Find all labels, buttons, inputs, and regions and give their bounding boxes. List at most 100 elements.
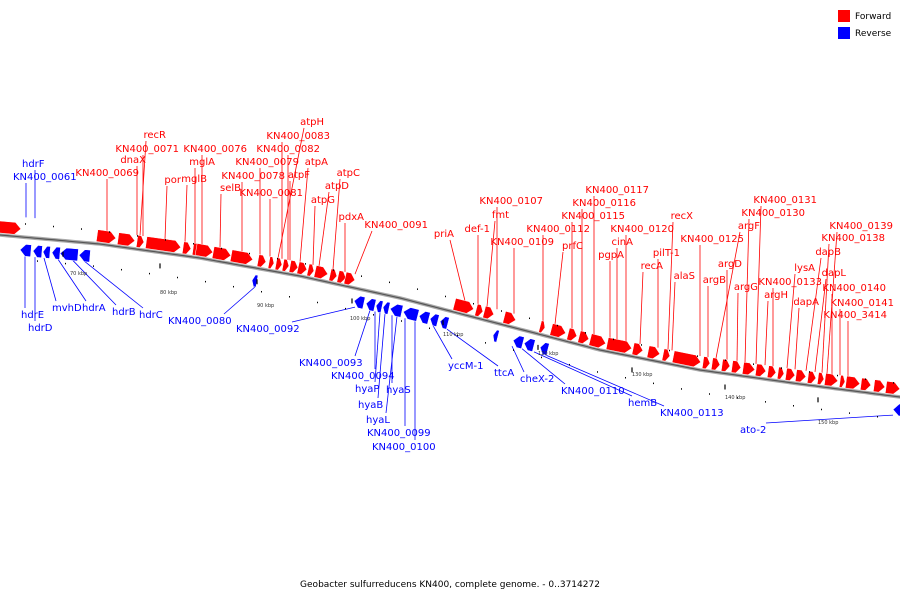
forward-gene-atph: atpH	[300, 117, 324, 128]
forward-gene-kn400-0138: KN400_0138	[821, 233, 885, 244]
minor-tick	[193, 243, 194, 245]
minor-tick	[137, 235, 138, 237]
forward-leader-line	[184, 184, 188, 242]
forward-gene-por: por	[164, 175, 181, 186]
reverse-gene-kn400-0092: KN400_0092	[236, 324, 300, 335]
minor-tick	[837, 374, 838, 377]
forward-gene-arrow	[549, 323, 567, 338]
forward-legend-label: Forward	[855, 12, 891, 22]
tick-label: 80 kbp	[160, 290, 177, 296]
forward-leader-line	[715, 231, 741, 359]
forward-leader-line	[821, 243, 830, 373]
forward-leader-line	[814, 278, 827, 372]
forward-gene-arrow	[135, 234, 145, 248]
forward-gene-kn400-0130: KN400_0130	[741, 208, 805, 219]
forward-gene-dapb: dapB	[815, 247, 841, 258]
minor-tick	[753, 363, 754, 365]
forward-gene-kn400-0083: KN400_0083	[266, 131, 330, 142]
reverse-gene-kn400-0093: KN400_0093	[299, 358, 363, 369]
tick-label: 70 kbp	[70, 271, 87, 277]
forward-gene-kn400-0107: KN400_0107	[479, 196, 543, 207]
forward-gene-atpg: atpG	[311, 195, 335, 206]
minor-tick	[725, 359, 726, 361]
minor-tick	[457, 334, 458, 337]
forward-gene-arrow	[95, 229, 117, 244]
minor-tick	[25, 223, 26, 225]
forward-gene-kn400-0076: KN400_0076	[183, 144, 247, 155]
minor-tick	[669, 349, 670, 352]
reverse-gene-arrow	[512, 335, 525, 350]
forward-gene-arrow	[274, 257, 283, 271]
minor-tick	[597, 371, 598, 373]
forward-gene-arrow	[701, 356, 711, 370]
reverse-gene-arrow	[19, 244, 32, 258]
reverse-leader-line	[84, 261, 144, 309]
reverse-legend-label: Reverse	[855, 29, 892, 39]
minor-tick	[809, 371, 810, 373]
forward-gene-arrow	[845, 375, 861, 390]
minor-tick	[849, 412, 850, 414]
forward-gene-arrow	[766, 365, 777, 379]
minor-tick	[109, 231, 110, 233]
reverse-gene-arrow	[382, 301, 391, 315]
minor-tick	[641, 344, 642, 346]
forward-leader-line	[639, 271, 644, 345]
forward-gene-arrow	[566, 327, 578, 341]
forward-gene-arrow	[605, 337, 633, 354]
forward-gene-arrow	[336, 270, 347, 284]
reverse-gene-kn400-0113: KN400_0113	[660, 408, 724, 419]
reverse-gene-chex-2: cheX-2	[520, 374, 554, 385]
reverse-leader-line	[432, 325, 453, 360]
tick-label: 90 kbp	[257, 303, 274, 309]
reverse-gene-arrow	[539, 342, 550, 356]
forward-gene-arrow	[885, 380, 900, 395]
forward-leader-line	[299, 167, 309, 263]
forward-leader-line	[164, 185, 168, 240]
minor-tick	[37, 260, 38, 262]
forward-leader-line	[794, 307, 800, 370]
genome-backbone	[0, 234, 900, 398]
forward-gene-fmt: fmt	[492, 210, 509, 221]
forward-gene-atpd: atpD	[325, 181, 349, 192]
minor-tick	[317, 301, 318, 304]
forward-gene-kn400-0082: KN400_0082	[256, 144, 320, 155]
forward-gene-kn400-0139: KN400_0139	[829, 221, 893, 232]
minor-tick	[305, 263, 306, 265]
forward-gene-arrow	[313, 265, 329, 279]
minor-tick	[373, 314, 374, 316]
forward-gene-dapl: dapL	[822, 268, 847, 279]
forward-gene-arrow	[577, 330, 590, 344]
minor-tick	[249, 252, 250, 255]
forward-gene-kn400-0071: KN400_0071	[115, 144, 179, 155]
reverse-gene-hyab: hyaB	[358, 400, 383, 411]
forward-gene-arrow	[776, 366, 785, 380]
reverse-gene-hemb: hemB	[628, 398, 657, 409]
reverse-gene-arrow	[353, 295, 366, 310]
forward-gene-kn400-3414: KN400_3414	[823, 310, 887, 321]
reverse-gene-arrow	[523, 338, 536, 352]
reverse-gene-arrow	[51, 246, 61, 260]
forward-gene-reca: recA	[641, 261, 664, 272]
reverse-leader-line	[446, 328, 499, 367]
reverse-gene-arrow	[492, 329, 500, 343]
reverse-gene-arrow	[892, 403, 900, 417]
forward-gene-kn400-0140: KN400_0140	[822, 283, 886, 294]
reverse-leader-line	[544, 354, 665, 407]
minor-tick	[765, 401, 766, 403]
forward-gene-kn400-0081: KN400_0081	[239, 188, 303, 199]
reverse-leader-line	[354, 310, 371, 357]
tick-label: 140 kbp	[725, 395, 745, 401]
minor-tick	[233, 285, 234, 288]
forward-leader-line	[764, 300, 769, 366]
reverse-leader-line	[43, 257, 57, 302]
tick-label: 150 kbp	[818, 420, 838, 426]
forward-leader-line	[354, 230, 373, 275]
forward-gene-kn400-0125: KN400_0125	[680, 234, 744, 245]
forward-gene-argd: argD	[718, 259, 742, 270]
minor-tick	[121, 268, 122, 271]
forward-gene-arrow	[211, 246, 232, 261]
reverse-gene-hyap: hyaP	[355, 384, 379, 395]
reverse-gene-kn400-0061: KN400_0061	[13, 172, 77, 183]
reverse-gene-hdrf: hdrF	[22, 159, 45, 170]
